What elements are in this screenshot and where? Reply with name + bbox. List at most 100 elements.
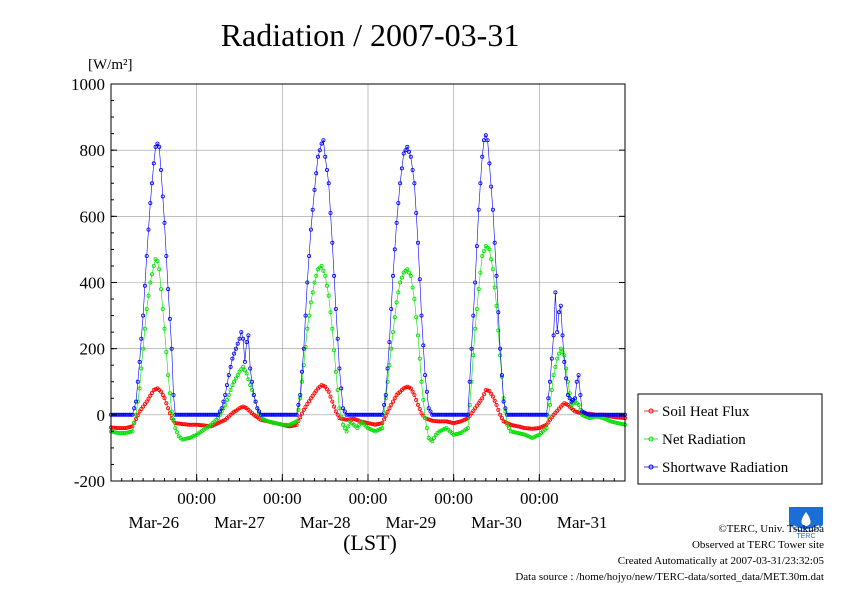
- data-point: [319, 263, 324, 268]
- data-point: [266, 419, 271, 424]
- data-point: [330, 326, 335, 331]
- data-point: [255, 406, 260, 411]
- legend-swatch-marker: [648, 464, 654, 470]
- data-point: [512, 423, 517, 428]
- data-point: [544, 412, 549, 417]
- data-point: [317, 148, 322, 153]
- legend-swatch-marker: [648, 436, 654, 442]
- data-point: [160, 392, 165, 397]
- data-point: [573, 409, 578, 414]
- data-point: [178, 421, 183, 426]
- data-point: [307, 399, 312, 404]
- data-point: [410, 389, 415, 394]
- data-point: [546, 396, 551, 401]
- data-point: [573, 396, 578, 401]
- data-point: [269, 420, 274, 425]
- data-point: [344, 417, 349, 422]
- y-tick-label: 800: [80, 141, 106, 160]
- data-point: [494, 273, 499, 278]
- data-point: [428, 418, 433, 423]
- data-point: [217, 409, 222, 414]
- data-point: [419, 411, 424, 416]
- data-point: [305, 280, 310, 285]
- data-point: [374, 422, 379, 427]
- data-point: [519, 431, 524, 436]
- data-point: [483, 387, 488, 392]
- legend-entry: Soil Heat Flux: [662, 404, 750, 420]
- data-point: [619, 421, 624, 426]
- data-point: [519, 425, 524, 430]
- data-point: [112, 430, 117, 435]
- y-tick-label: 600: [80, 207, 106, 226]
- data-point: [141, 404, 146, 409]
- data-point: [369, 421, 374, 426]
- data-point: [180, 437, 185, 442]
- data-point: [478, 398, 483, 403]
- data-point: [303, 313, 308, 318]
- data-point: [417, 406, 422, 411]
- data-point: [123, 430, 128, 435]
- data-point: [146, 293, 151, 298]
- legend-entry: Shortwave Radiation: [662, 460, 789, 476]
- data-point: [467, 402, 472, 407]
- data-point: [135, 379, 140, 384]
- data-point: [340, 416, 345, 421]
- data-point: [119, 426, 124, 431]
- data-point: [142, 283, 147, 288]
- data-point: [448, 420, 453, 425]
- data-point: [158, 287, 163, 292]
- data-point: [198, 412, 203, 417]
- data-point: [230, 383, 235, 388]
- data-point: [499, 373, 504, 378]
- data-point: [167, 391, 172, 396]
- data-point: [157, 267, 162, 272]
- data-point: [478, 181, 483, 186]
- data-point: [430, 439, 435, 444]
- data-point: [185, 412, 190, 417]
- data-point: [357, 422, 362, 427]
- data-point: [164, 349, 169, 354]
- data-point: [226, 373, 231, 378]
- data-point: [548, 402, 553, 407]
- x-date-label: Mar-31: [557, 513, 608, 532]
- data-point: [310, 393, 315, 398]
- data-point: [480, 154, 485, 159]
- data-point: [324, 167, 329, 172]
- data-point: [244, 340, 249, 345]
- axis-ticks: -200 0 200 400 600 800 1000 00:00 Mar-26 00:00 Mar…: [71, 75, 626, 532]
- data-point: [576, 402, 581, 407]
- data-point: [357, 418, 362, 423]
- data-point: [137, 359, 142, 364]
- data-point: [562, 353, 567, 358]
- data-point: [469, 411, 474, 416]
- data-point: [214, 412, 219, 417]
- data-point: [241, 364, 246, 369]
- data-point: [158, 389, 163, 394]
- data-point: [498, 353, 503, 358]
- data-point: [574, 409, 579, 414]
- data-point: [419, 313, 424, 318]
- data-point: [456, 431, 461, 436]
- data-point: [301, 407, 306, 412]
- data-point: [380, 426, 385, 431]
- x-time-label: 00:00: [434, 489, 473, 508]
- terc-logo-icon: TERC: [785, 503, 827, 541]
- data-point: [221, 399, 226, 404]
- data-point: [481, 392, 486, 397]
- legend-entry: Net Radiation: [662, 432, 746, 448]
- data-point: [307, 253, 312, 258]
- data-point: [333, 369, 338, 374]
- x-date-label: Mar-27: [214, 513, 265, 532]
- data-point: [314, 273, 319, 278]
- data-point: [332, 348, 337, 353]
- data-point: [385, 366, 390, 371]
- data-point: [415, 402, 420, 407]
- data-point: [171, 417, 176, 422]
- data-point: [442, 419, 447, 424]
- data-point: [480, 253, 485, 258]
- data-point: [208, 412, 213, 417]
- data-point: [319, 141, 324, 146]
- data-point: [410, 167, 415, 172]
- data-point: [119, 412, 124, 417]
- data-point: [323, 384, 328, 389]
